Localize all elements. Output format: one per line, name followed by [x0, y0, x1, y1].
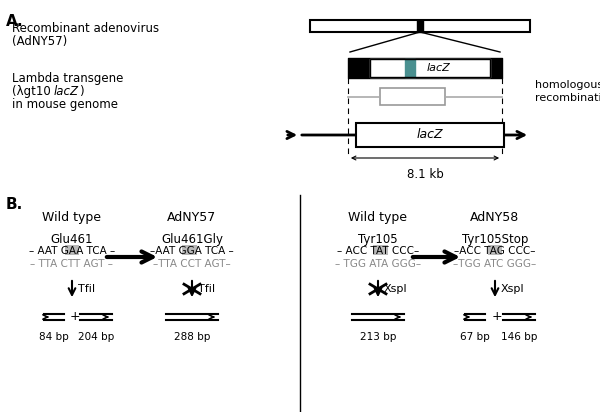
Text: –AAT GGA TCA –: –AAT GGA TCA – [150, 246, 234, 256]
Text: 8.1 kb: 8.1 kb [407, 168, 443, 181]
Text: A.: A. [6, 14, 23, 29]
Text: –TGG ATC GGG–: –TGG ATC GGG– [454, 259, 536, 269]
Text: lacZ: lacZ [416, 129, 443, 141]
Text: XspI: XspI [501, 284, 524, 294]
Text: TfiI: TfiI [198, 284, 215, 294]
Text: Glu461: Glu461 [51, 233, 93, 246]
Text: in mouse genome: in mouse genome [12, 98, 118, 111]
Text: – AAT GAA TCA –: – AAT GAA TCA – [29, 246, 115, 256]
Text: Tyr105: Tyr105 [358, 233, 398, 246]
Text: Wild type: Wild type [349, 211, 407, 224]
Text: – TTA CTT AGT –: – TTA CTT AGT – [31, 259, 113, 269]
Text: 213 bp: 213 bp [360, 332, 396, 342]
Text: 84 bp: 84 bp [39, 332, 69, 342]
Bar [356, 123, 504, 147]
Text: homologous: homologous [535, 80, 600, 90]
Text: Lambda transgene: Lambda transgene [12, 72, 124, 85]
Bar [65, 245, 79, 255]
Bar [310, 20, 530, 32]
Bar [488, 245, 502, 255]
Text: ): ) [79, 85, 83, 98]
Text: recombination: recombination [535, 93, 600, 103]
Text: TfiI: TfiI [78, 284, 95, 294]
Text: XspI: XspI [384, 284, 407, 294]
Bar [182, 245, 197, 255]
Text: 204 bp: 204 bp [78, 332, 114, 342]
Text: – ACC TAT CCC–: – ACC TAT CCC– [337, 246, 419, 256]
Bar [380, 88, 445, 105]
Text: 146 bp: 146 bp [501, 332, 537, 342]
Text: B.: B. [6, 197, 23, 212]
Text: 288 bp: 288 bp [174, 332, 210, 342]
Text: –TTA CCT AGT–: –TTA CCT AGT– [153, 259, 231, 269]
Text: Tyr105Stop: Tyr105Stop [462, 233, 528, 246]
Text: Glu461Gly: Glu461Gly [161, 233, 223, 246]
Text: – TGG ATA GGG–: – TGG ATA GGG– [335, 259, 421, 269]
Bar [373, 245, 388, 255]
Text: AdNY58: AdNY58 [470, 211, 520, 224]
Bar [370, 59, 490, 77]
Text: lacZ: lacZ [54, 85, 79, 98]
Text: +: + [70, 311, 80, 323]
Text: (AdNY57): (AdNY57) [12, 35, 67, 48]
Text: Recombinant adenovirus: Recombinant adenovirus [12, 22, 159, 35]
Text: +: + [491, 311, 502, 323]
Text: lacZ: lacZ [426, 63, 450, 73]
Text: Wild type: Wild type [43, 211, 101, 224]
Text: –ACC TAG CCC–: –ACC TAG CCC– [454, 246, 536, 256]
Text: (λgt10: (λgt10 [12, 85, 55, 98]
Text: AdNY57: AdNY57 [167, 211, 217, 224]
Text: 67 bp: 67 bp [460, 332, 490, 342]
